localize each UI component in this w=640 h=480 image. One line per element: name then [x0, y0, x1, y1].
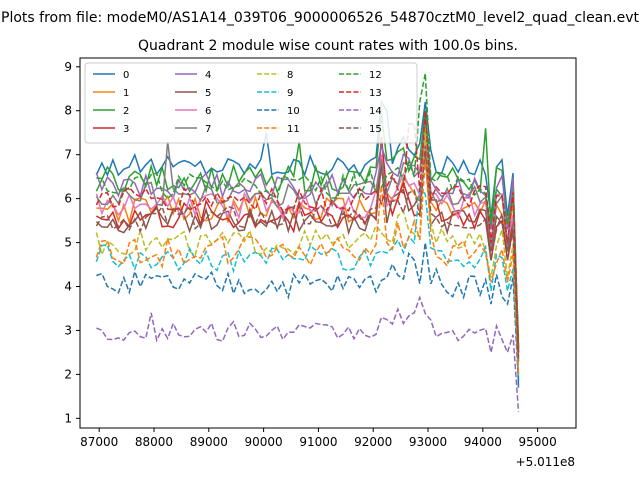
y-tick-label: 4: [64, 280, 72, 294]
legend-label-2: 2: [123, 106, 129, 117]
y-tick-label: 2: [64, 367, 72, 381]
legend-label-13: 13: [369, 88, 382, 99]
series-line-11: [95, 159, 520, 375]
legend-label-9: 9: [287, 88, 293, 99]
legend-label-4: 4: [205, 70, 211, 81]
plot-area: [79, 57, 577, 429]
x-tick-label: 95000: [519, 435, 557, 449]
x-tick-label: 91000: [299, 435, 337, 449]
x-axis-offset-label: +5.011e8: [516, 455, 575, 469]
series-line-12: [96, 73, 520, 349]
legend-label-3: 3: [123, 124, 129, 135]
legend-label-15: 15: [369, 124, 382, 135]
legend-label-6: 6: [205, 106, 211, 117]
legend-label-12: 12: [369, 70, 382, 81]
series-line-13: [95, 110, 520, 353]
legend-label-10: 10: [287, 106, 300, 117]
legend-label-7: 7: [205, 124, 211, 135]
series-line-2: [95, 110, 520, 349]
series-line-0: [95, 99, 520, 388]
y-tick-label: 5: [64, 236, 72, 250]
series-line-1: [96, 141, 520, 340]
figure-suptitle: Plots from file: modeM0/AS1A14_039T06_90…: [1, 10, 639, 26]
x-axis: 87000 88000 89000 90000 91000 92000 93000 94000…: [80, 428, 557, 449]
y-tick-label: 7: [64, 148, 72, 162]
y-tick-label: 3: [64, 323, 72, 337]
legend-label-14: 14: [369, 106, 382, 117]
series-line-8: [95, 128, 520, 375]
series-line-15: [95, 145, 520, 362]
y-axis: 1 2 3 4 5 6 7 8 9: [64, 60, 80, 425]
x-tick-label: 88000: [135, 435, 173, 449]
x-tick-label: 92000: [354, 435, 392, 449]
y-tick-label: 8: [64, 104, 72, 118]
legend-label-11: 11: [287, 124, 300, 135]
legend-label-1: 1: [123, 88, 129, 99]
series-line-5: [95, 154, 520, 362]
legend-box: [84, 62, 418, 144]
series-line-14: [96, 295, 520, 412]
legend-label-5: 5: [205, 88, 211, 99]
series-line-10: [96, 242, 520, 384]
y-tick-label: 6: [64, 192, 72, 206]
y-tick-label: 9: [64, 60, 72, 74]
y-tick-label: 1: [64, 411, 72, 425]
legend-label-8: 8: [287, 70, 293, 81]
x-tick-label: 87000: [80, 435, 118, 449]
x-tick-label: 93000: [409, 435, 447, 449]
series-line-3: [96, 119, 520, 357]
legend-label-0: 0: [123, 70, 129, 81]
series-line-6: [95, 141, 520, 353]
x-tick-label: 90000: [245, 435, 283, 449]
x-tick-label: 89000: [190, 435, 228, 449]
chart-title: Quadrant 2 module wise count rates with …: [138, 38, 518, 54]
x-tick-label: 94000: [464, 435, 502, 449]
